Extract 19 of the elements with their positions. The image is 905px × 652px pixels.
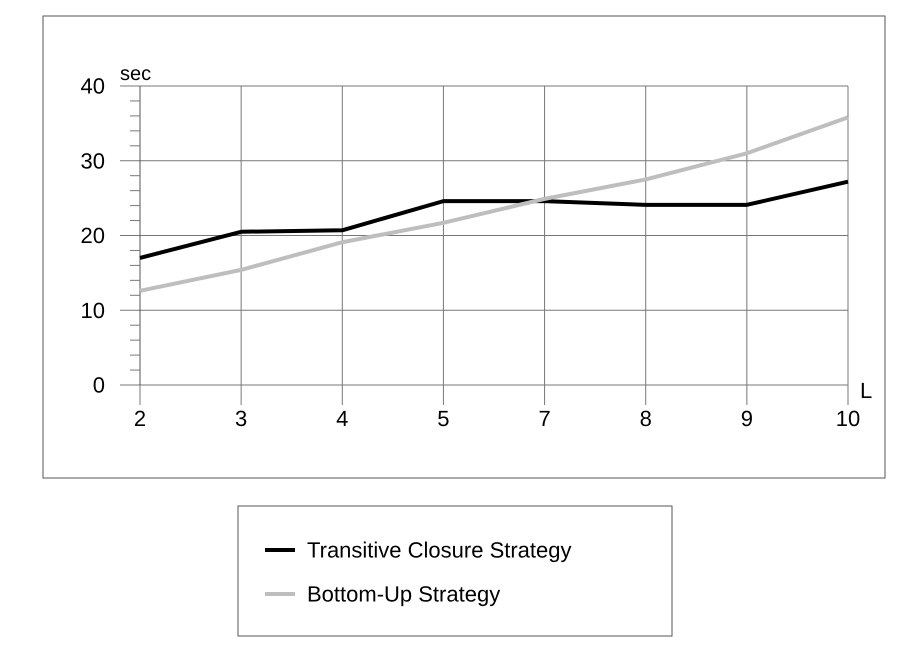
x-tick-label: 4 — [336, 406, 348, 431]
x-tick-label: 3 — [235, 406, 248, 431]
legend-label: Transitive Closure Strategy — [307, 538, 572, 563]
y-axis-title: sec — [120, 63, 152, 85]
y-tick-label: 40 — [80, 74, 105, 99]
x-tick-label: 10 — [836, 406, 860, 431]
line-series — [138, 115, 850, 293]
x-tick-label: 8 — [640, 406, 652, 431]
y-tick-label: 30 — [80, 148, 105, 174]
x-tick-label: 9 — [740, 406, 753, 431]
y-tick-label: 20 — [80, 223, 105, 248]
y-tick-label: 10 — [80, 298, 105, 323]
y-tick-label: 0 — [92, 372, 105, 398]
line-series — [138, 180, 850, 260]
x-tick-label: 2 — [134, 406, 146, 431]
x-tick-label: 5 — [437, 406, 450, 431]
x-tick-label: 7 — [538, 406, 551, 431]
x-axis-title: L — [860, 378, 872, 403]
legend-label: Bottom-Up Strategy — [307, 582, 500, 607]
